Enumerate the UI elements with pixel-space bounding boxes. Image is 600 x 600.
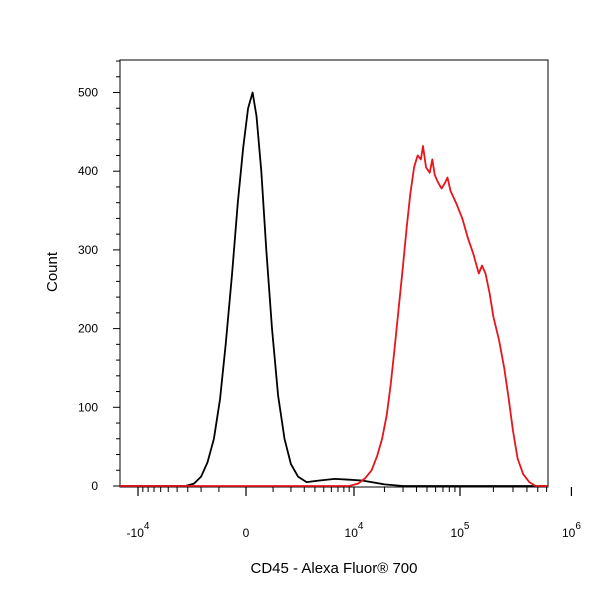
x-axis-title: CD45 - Alexa Fluor® 700 <box>251 560 418 577</box>
y-axis-title: Count <box>44 251 61 292</box>
x-tick-label: 106 <box>562 521 581 540</box>
x-tick-label: -104 <box>127 521 150 540</box>
y-axis-ticks <box>113 60 120 487</box>
plot-frame <box>119 59 549 488</box>
y-tick-label: 500 <box>78 86 98 100</box>
series-layer <box>120 91 548 487</box>
x-axis-ticks <box>137 487 573 496</box>
x-tick-label: 105 <box>451 521 470 540</box>
x-tick-exponent: 4 <box>144 521 150 532</box>
y-tick-label: 400 <box>78 164 98 178</box>
x-tick-label: 104 <box>345 521 364 540</box>
x-tick-label: 0 <box>243 526 250 540</box>
x-tick-exponent: 6 <box>575 521 581 532</box>
series-1-histogram-line <box>120 145 548 487</box>
y-tick-label: 100 <box>78 400 98 414</box>
y-tick-label: 200 <box>78 322 98 336</box>
y-axis-tick-labels: 0 100 200 300 400 500 <box>78 86 98 494</box>
y-tick-label: 0 <box>91 479 98 493</box>
x-tick-exponent: 5 <box>464 521 470 532</box>
series-0-histogram-line <box>120 91 548 487</box>
x-axis-tick-labels: -104 0 104 105 106 <box>127 521 582 540</box>
x-tick-exponent: 4 <box>358 521 364 532</box>
y-tick-label: 300 <box>78 243 98 257</box>
